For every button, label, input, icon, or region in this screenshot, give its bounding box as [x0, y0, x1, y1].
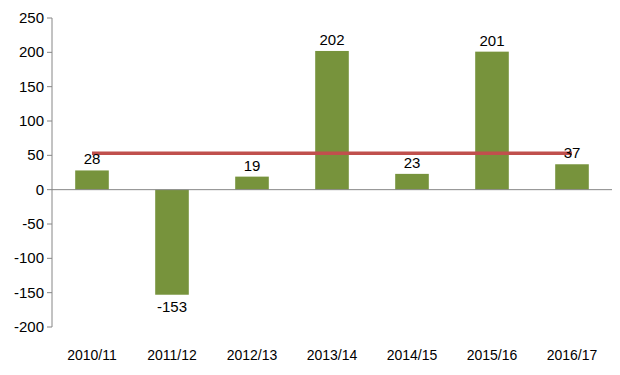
plot-area	[75, 51, 589, 295]
y-tick	[47, 155, 52, 156]
y-tick-label: -200	[14, 318, 44, 335]
bar	[315, 51, 349, 190]
bar	[555, 164, 589, 189]
y-tick	[47, 86, 52, 87]
x-tick-label: 2013/14	[307, 347, 358, 363]
y-tick-label: -150	[14, 284, 44, 301]
data-label: 202	[319, 31, 344, 48]
data-label: 201	[479, 32, 504, 49]
y-tick-label: -50	[22, 215, 44, 232]
y-tick	[47, 327, 52, 328]
bar	[75, 170, 109, 189]
data-label: 23	[404, 154, 421, 171]
bar	[475, 52, 509, 190]
x-tick-label: 2016/17	[547, 347, 598, 363]
bar	[235, 177, 269, 190]
y-tick-label: 200	[19, 43, 44, 60]
x-tick-label: 2012/13	[227, 347, 278, 363]
data-label: -153	[157, 298, 187, 315]
data-label: 37	[564, 144, 581, 161]
x-tick-label: 2014/15	[387, 347, 438, 363]
y-tick	[47, 189, 52, 190]
y-tick-label: 250	[19, 9, 44, 26]
y-tick-label: 100	[19, 112, 44, 129]
y-axis-line	[52, 18, 53, 327]
y-tick	[47, 18, 52, 19]
chart-svg: -200 -150 -100 -50 0 50 100 150 200 250 2010/11 201…	[0, 0, 620, 375]
data-label: 19	[244, 157, 261, 174]
x-tick-label: 2011/12	[147, 347, 197, 363]
y-tick	[47, 292, 52, 293]
bar	[395, 174, 429, 190]
bar	[155, 190, 189, 295]
y-tick	[47, 121, 52, 122]
zero-line	[52, 189, 612, 190]
line	[92, 152, 572, 156]
y-tick	[47, 224, 52, 225]
y-tick	[47, 258, 52, 259]
chart-container: -200 -150 -100 -50 0 50 100 150 200 250 2010/11 201…	[0, 0, 620, 375]
y-tick-label: 0	[36, 181, 44, 198]
y-tick-label: 150	[19, 78, 44, 95]
y-tick-label: -100	[14, 249, 44, 266]
x-tick-label: 2015/16	[467, 347, 518, 363]
y-tick	[47, 52, 52, 53]
y-tick-label: 50	[27, 146, 44, 163]
x-tick-label: 2010/11	[67, 347, 117, 363]
data-label: 28	[84, 150, 101, 167]
